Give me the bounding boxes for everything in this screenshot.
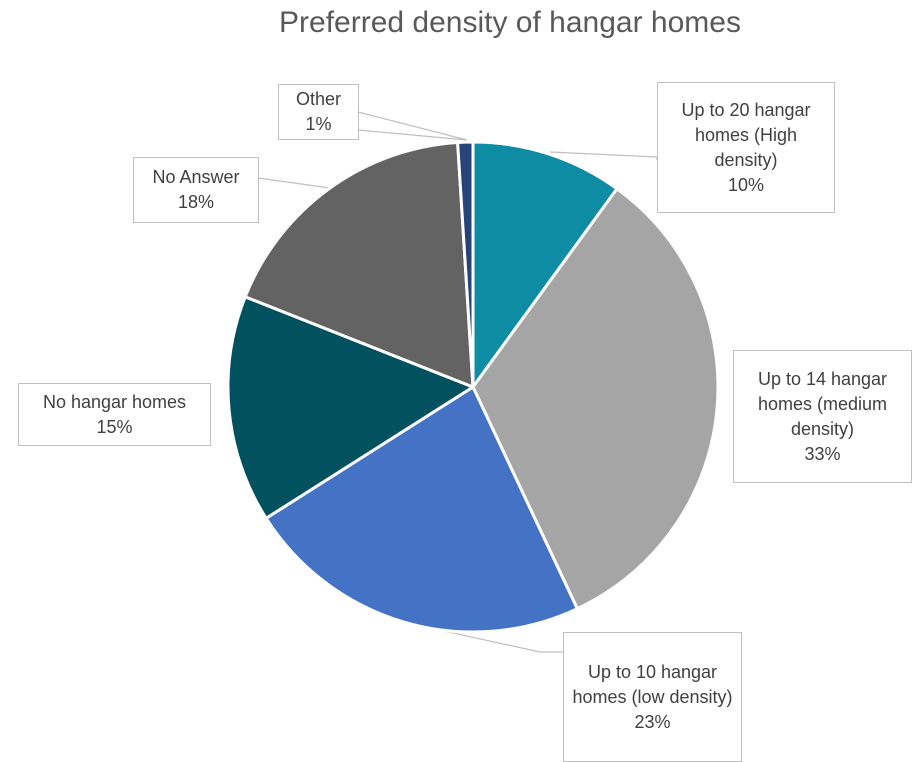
category-label: No hangar homes — [42, 391, 187, 412]
data-label: Up to 20 hangar homes (High density) 10% — [657, 82, 835, 213]
value-label: 1% — [305, 114, 332, 134]
category-label: Other — [295, 89, 342, 109]
category-label: Up to 14 hangar homes (medium density) — [757, 368, 888, 439]
data-label: Other 1% — [278, 84, 359, 140]
data-label: No Answer 18% — [133, 157, 259, 223]
data-label: Up to 10 hangar homes (low density) 23% — [563, 632, 742, 762]
pie-slice — [471, 140, 619, 389]
pie-slice — [456, 140, 475, 389]
category-label: Up to 10 hangar homes (low density) — [572, 661, 733, 707]
pie-slice — [471, 187, 720, 611]
category-label: No Answer — [152, 167, 240, 187]
pie-slice — [226, 295, 475, 520]
value-label: 15% — [96, 416, 133, 437]
leader-line — [357, 129, 468, 141]
pie-slice — [264, 385, 579, 634]
data-label: No hangar homes 15% — [18, 383, 211, 446]
pie-slice — [243, 140, 475, 389]
value-label: 18% — [177, 192, 215, 212]
leader-line — [357, 111, 468, 141]
data-label: Up to 14 hangar homes (medium density) 33… — [733, 350, 912, 483]
value-label: 23% — [634, 711, 671, 732]
value-label: 10% — [727, 174, 765, 195]
leader-line — [257, 177, 331, 189]
value-label: 33% — [804, 443, 841, 464]
category-label: Up to 20 hangar homes (High density) — [681, 99, 811, 170]
chart-title: Preferred density of hangar homes — [279, 6, 741, 39]
